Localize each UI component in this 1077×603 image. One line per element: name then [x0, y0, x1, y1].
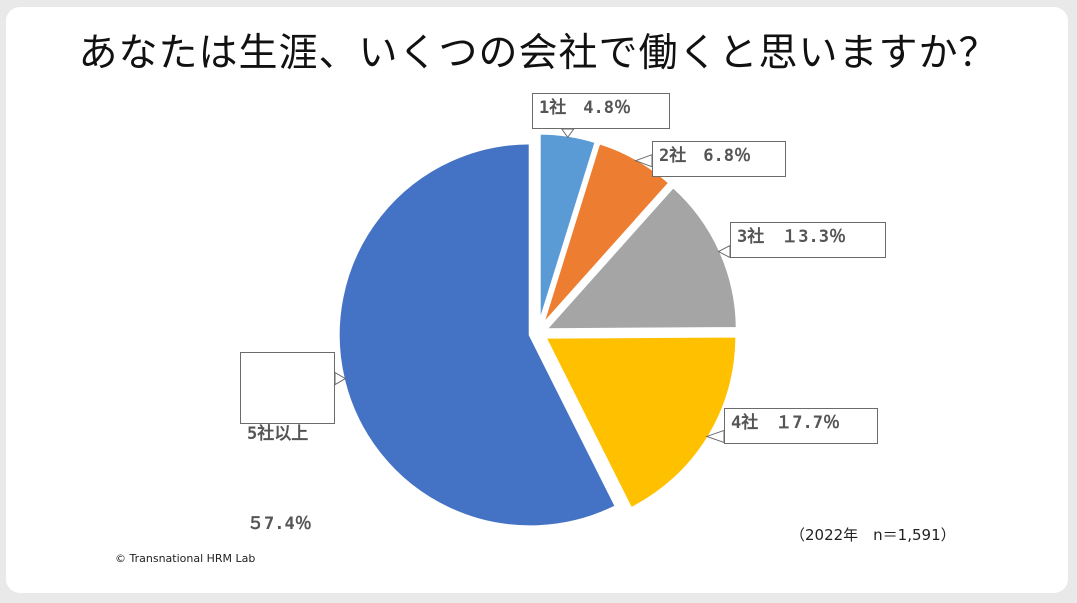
data-label-3-companies: 3社 １3.3％ [730, 222, 886, 258]
data-label-4-companies: 4社 １7.7％ [724, 408, 878, 444]
callout-pointer [334, 371, 347, 386]
data-label-1-company: 1社 4.8％ [532, 93, 670, 129]
chart-title: あなたは生涯、いくつの会社で働くと思いますか？ [78, 31, 999, 76]
copyright-text: © Transnational HRM Lab [115, 552, 256, 565]
sample-note: （2022年 n＝1,591） [790, 526, 956, 544]
data-label-2-companies: 2社 6.8％ [652, 141, 786, 177]
data-label-5-or-more: 5社以上 ５7.4％ [240, 352, 335, 534]
callout-pointer [560, 128, 575, 139]
pie-slice-2-companies [540, 140, 672, 328]
